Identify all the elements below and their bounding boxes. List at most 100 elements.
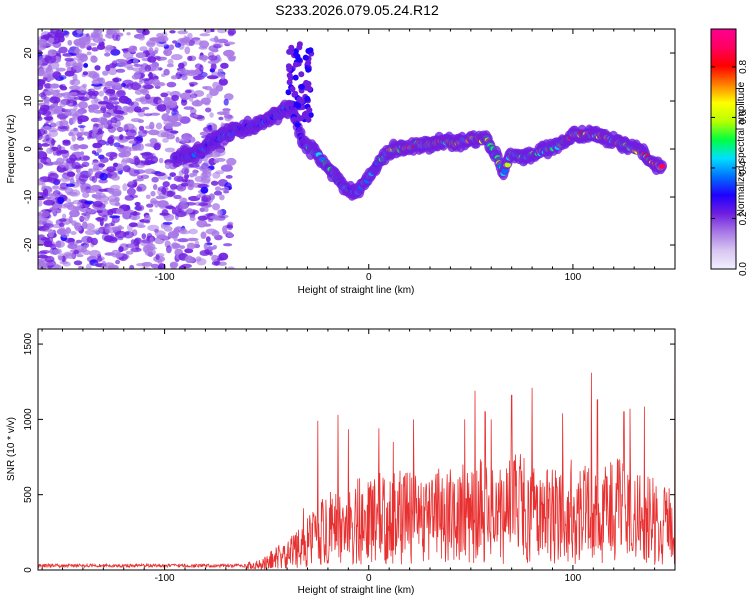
spectrogram-noise-cell (56, 93, 63, 98)
spectrogram-noise-cell (211, 123, 218, 131)
spectrogram-noise-cell (207, 60, 219, 65)
spectrogram-noise-cell (170, 130, 179, 134)
spectrogram-noise-cell (190, 93, 198, 99)
spectrogram-noise-cell (136, 263, 147, 267)
spectrogram-noise-cell (90, 55, 97, 59)
spectrogram-noise-cell (184, 46, 191, 55)
spectrogram-noise-cell (179, 137, 190, 144)
spectrogram-noise-cell (73, 249, 79, 255)
colorbar-tick-label: 0.4 (738, 161, 749, 175)
spectrogram-noise-cell (102, 70, 109, 76)
spectrogram-noise-cell (186, 208, 194, 214)
spectrogram-noise-cell (62, 139, 71, 144)
spectrogram-noise-cell (94, 152, 100, 157)
spectrogram-noise-cell (185, 89, 192, 94)
spectrogram-noise-cell (145, 94, 151, 100)
spectrogram-noise-cell (140, 174, 150, 180)
spectrogram-noise-cell (173, 175, 184, 182)
spectrogram-noise-cell (54, 240, 65, 248)
spectrogram-noise-cell (69, 85, 81, 91)
spectrogram-noise-cell (108, 134, 115, 141)
spectrogram-noise-cell (218, 252, 229, 261)
spectrogram-noise-cell (115, 259, 121, 265)
spectrogram-noise-cell (217, 38, 229, 44)
spectrogram-noise-cell (211, 254, 219, 262)
spectrogram-noise-cell (105, 141, 110, 146)
spectrogram-noise-cell (66, 157, 76, 164)
spectrogram-noise-cell (107, 237, 118, 244)
spectrogram-noise-cell (126, 60, 133, 65)
snr-y-ticks: 0 500 1000 1500 (23, 333, 675, 573)
spectrogram-branch-cell (296, 96, 303, 103)
spectrogram-noise-cell (206, 75, 219, 80)
spectrogram-noise-cell (220, 73, 226, 80)
spectrogram-noise-cell (109, 152, 118, 160)
spectrogram-noise-cell (148, 129, 160, 136)
spectrogram-noise-cell (144, 219, 151, 224)
spectrogram-noise-cell (47, 64, 52, 71)
y-tick-label: -10 (23, 189, 34, 204)
spectrogram-noise-cell (150, 200, 161, 204)
spectrogram-x-ticks: -100 0 100 (41, 29, 676, 283)
spectrogram-noise-cell (71, 134, 76, 142)
spectrogram-noise-cell (78, 131, 90, 135)
spectrogram-noise-cell (82, 71, 89, 76)
spectrogram-noise-cell (154, 230, 166, 237)
spectrogram-noise-cell (144, 64, 152, 72)
spectrogram-branch-cell (286, 72, 293, 79)
spectrogram-noise-cell (141, 151, 153, 160)
spectrogram-noise-cell (162, 181, 170, 188)
spectrogram-noise-cell (125, 135, 136, 140)
spectrogram-noise-cell (153, 55, 161, 60)
spectrogram-noise-cell (106, 29, 112, 36)
spectrogram-noise-cell (153, 142, 161, 151)
spectrogram-noise-cell (163, 226, 173, 232)
spectrogram-noise-cell (51, 146, 59, 151)
spectrogram-noise-cell (129, 222, 138, 228)
spectrogram-noise-cell (55, 29, 63, 34)
spectrogram-noise-cell (142, 78, 151, 82)
spectrogram-noise-cell (150, 156, 159, 164)
spectrogram-noise-cell (41, 182, 46, 190)
spectrogram-noise-cell (79, 208, 92, 213)
spectrogram-noise-cell (49, 178, 61, 185)
spectrogram-branch-cell (296, 56, 303, 63)
spectrogram-noise-cell (98, 128, 103, 134)
spectrogram-noise-cell (188, 228, 198, 235)
spectrogram-noise-cell (223, 243, 233, 247)
spectrogram-noise-cell (49, 96, 61, 104)
spectrogram-noise-cell (195, 256, 202, 262)
spectrogram-noise-cell (179, 197, 187, 203)
spectrogram-noise-cell (159, 212, 170, 216)
spectrogram-noise-cell (137, 175, 144, 180)
spectrogram-noise-cell (92, 228, 104, 234)
spectrogram-noise-cell (67, 39, 73, 46)
spectrogram-noise-cell (83, 62, 88, 69)
spectrogram-noise-cell (38, 234, 46, 241)
spectrogram-noise-cell (186, 242, 196, 250)
spectrogram-noise-cell (166, 134, 175, 140)
spectrogram-noise-cell (148, 47, 154, 54)
spectrogram-noise-cell (111, 101, 120, 105)
spectrogram-noise-cell (97, 203, 106, 209)
spectrogram-noise-cell (111, 249, 121, 258)
spectrogram-noise-cell (102, 112, 112, 118)
spectrogram-noise-cell (193, 114, 199, 118)
spectrogram-noise-cell (135, 135, 143, 142)
spectrogram-noise-cell (93, 29, 103, 34)
spectrogram-noise-cell (143, 245, 154, 253)
y-tick-label: -20 (23, 237, 34, 252)
spectrogram-noise-cell (67, 108, 77, 117)
spectrogram-noise-cell (122, 165, 131, 173)
spectrogram-noise-cell (125, 250, 134, 255)
spectrogram-noise-cell (43, 199, 55, 206)
spectrogram-noise-cell (209, 88, 219, 96)
spectrogram-branch-cell (285, 89, 292, 96)
spectrogram-noise-cell (169, 30, 176, 34)
spectrogram-noise-cell (187, 180, 194, 188)
spectrogram-noise-cell (64, 70, 75, 77)
spectrogram-noise-cell (223, 186, 229, 191)
snr-frame (37, 328, 676, 571)
spectrogram-noise-cell (223, 190, 230, 194)
spectrogram-noise-cell (125, 129, 137, 137)
